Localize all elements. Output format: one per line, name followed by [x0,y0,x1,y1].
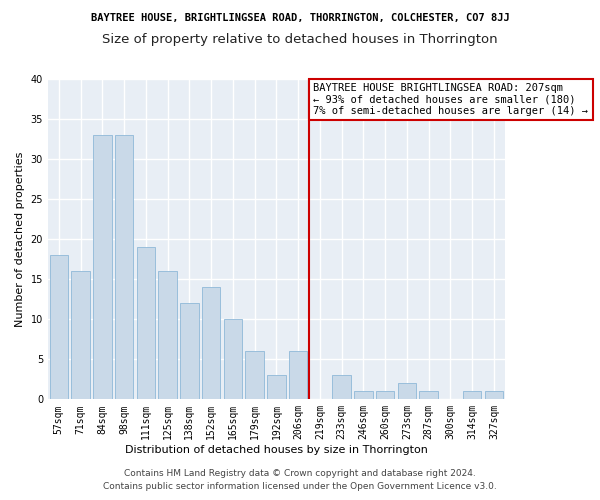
Bar [289,352,307,400]
Bar [398,384,416,400]
Bar [180,303,199,400]
Y-axis label: Number of detached properties: Number of detached properties [15,152,25,327]
Bar [71,271,90,400]
Bar [376,392,394,400]
X-axis label: Distribution of detached houses by size in Thorrington: Distribution of detached houses by size … [125,445,428,455]
Bar [332,376,351,400]
Bar [267,376,286,400]
Bar [419,392,438,400]
Bar [354,392,373,400]
Text: Contains HM Land Registry data © Crown copyright and database right 2024.
Contai: Contains HM Land Registry data © Crown c… [103,469,497,491]
Text: BAYTREE HOUSE, BRIGHTLINGSEA ROAD, THORRINGTON, COLCHESTER, CO7 8JJ: BAYTREE HOUSE, BRIGHTLINGSEA ROAD, THORR… [91,12,509,22]
Bar [93,135,112,400]
Text: Size of property relative to detached houses in Thorrington: Size of property relative to detached ho… [102,32,498,46]
Bar [50,255,68,400]
Bar [115,135,133,400]
Bar [485,392,503,400]
Bar [245,352,264,400]
Bar [463,392,481,400]
Text: BAYTREE HOUSE BRIGHTLINGSEA ROAD: 207sqm
← 93% of detached houses are smaller (1: BAYTREE HOUSE BRIGHTLINGSEA ROAD: 207sqm… [313,83,589,116]
Bar [224,320,242,400]
Bar [158,271,177,400]
Bar [137,247,155,400]
Bar [202,287,220,400]
